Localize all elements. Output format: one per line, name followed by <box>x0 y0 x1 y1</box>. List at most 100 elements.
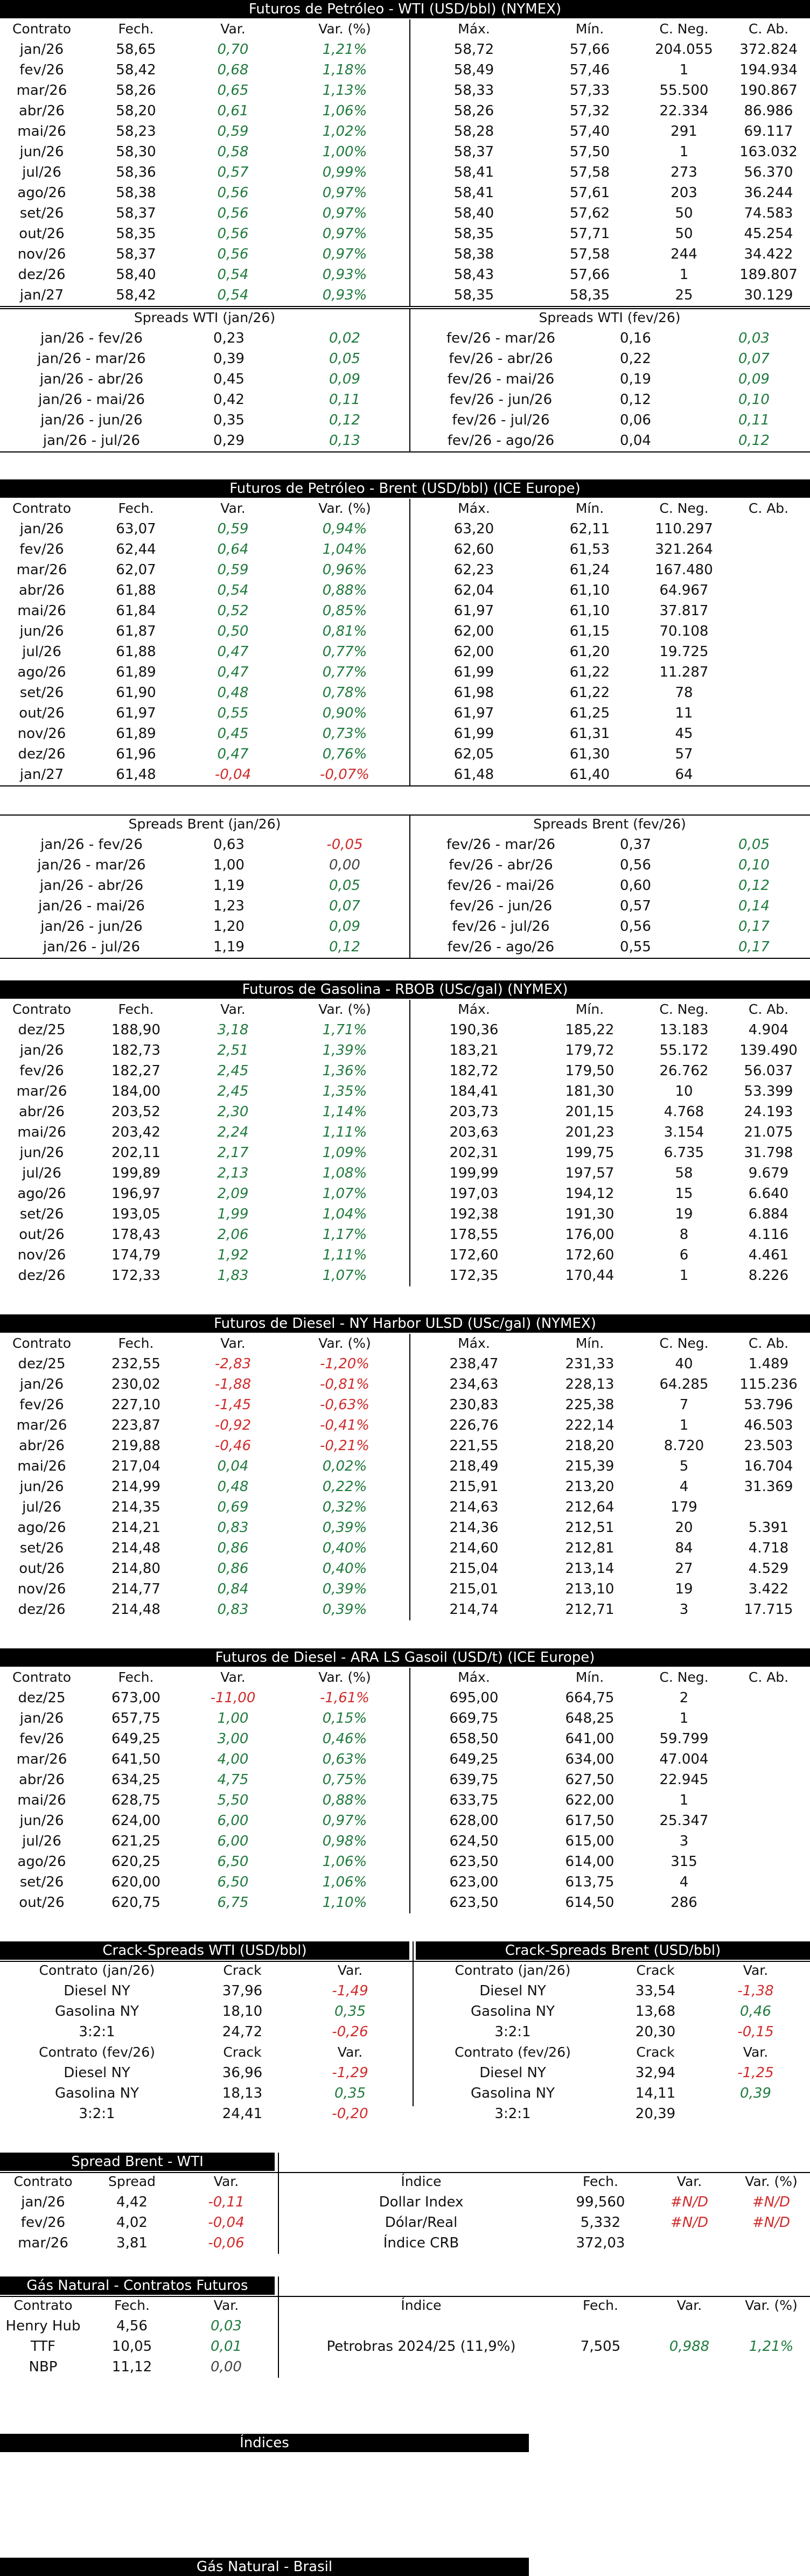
column-header: C. Neg. <box>659 1001 709 1017</box>
table-cell: 1 <box>679 1710 689 1726</box>
table-cell: 58,26 <box>116 82 156 99</box>
table-cell: 614,50 <box>565 1895 615 1911</box>
column-header: Máx. <box>458 500 490 516</box>
table-cell: 46.503 <box>744 1417 793 1433</box>
table-cell: 37.817 <box>659 603 709 619</box>
table-cell: 1,36% <box>322 1063 367 1079</box>
table-cell: 6.884 <box>748 1206 789 1222</box>
spread-label: fev/26 - mar/26 <box>446 837 556 853</box>
crack-label: Gasolina NY <box>471 2085 555 2101</box>
table-cell: 56.037 <box>744 1063 793 1079</box>
table-cell: 115.236 <box>739 1376 798 1393</box>
table-cell: 178,43 <box>111 1227 160 1243</box>
table-cell: 3,00 <box>217 1731 249 1747</box>
ulsd-title: Futuros de Diesel - NY Harbor ULSD (USc/… <box>0 1314 810 1333</box>
table-cell <box>727 540 810 559</box>
table-cell: 4 <box>679 1479 689 1495</box>
table-cell: 58,38 <box>453 246 494 262</box>
table-cell: set/26 <box>19 685 64 701</box>
table-cell: 176,00 <box>565 1227 615 1243</box>
table-cell: 0,97% <box>322 226 367 242</box>
table-cell: 0,32% <box>322 1499 367 1515</box>
column-header: Máx. <box>458 21 490 37</box>
contract-label: fev/26 <box>20 2215 66 2231</box>
spread-bw-title: Spread Brent - WTI <box>0 2153 275 2171</box>
table-cell: 58,72 <box>453 41 494 58</box>
spread-indices-row: jan/26 4,42 -0,11 Dollar Index 99,560 #N/D #N/… <box>0 2192 810 2212</box>
crack-wti-title: Crack-Spreads WTI (USD/bbl) <box>0 1941 409 1960</box>
spreads-left-title: Spreads WTI (jan/26) <box>134 310 276 325</box>
table-cell: 212,71 <box>565 1602 615 1618</box>
table-cell: 225,38 <box>565 1397 615 1413</box>
spread-change: 0,10 <box>738 857 770 873</box>
table-cell: 623,00 <box>449 1874 499 1890</box>
table-cell: 0,83 <box>217 1602 249 1618</box>
spread-row: jan/26 - jul/26 0,29 0,13 fev/26 - ago/26 0,… <box>0 431 810 450</box>
table-cell: fev/26 <box>19 62 64 78</box>
table-cell: 0,04 <box>217 1458 249 1474</box>
table-cell: jan/27 <box>19 767 64 783</box>
table-cell: 1,11% <box>322 1124 367 1140</box>
table-cell: 86.986 <box>744 103 793 119</box>
table-cell: 13.183 <box>659 1022 709 1038</box>
table-cell: 57,50 <box>569 144 610 160</box>
column-header: C. Ab. <box>748 1335 789 1351</box>
table-cell: 673,00 <box>111 1690 160 1706</box>
spread-change: 0,17 <box>738 939 770 955</box>
column-header: Var. (%) <box>318 1001 371 1017</box>
spread-value: 0,06 <box>620 412 651 428</box>
table-cell: 2,17 <box>217 1145 249 1161</box>
spread-label: jan/26 - mar/26 <box>37 351 146 367</box>
column-header: Crack <box>636 2044 675 2060</box>
gasoil-header-row: Contrato Fech. Var. Var. (%) Máx. Mín. C. Neg.… <box>0 1668 810 1687</box>
table-cell: 203 <box>671 185 697 201</box>
table-row: fev/26 227,10 -1,45 -0,63% 230,83 225,38 7 53.7… <box>0 1395 810 1415</box>
table-cell: 61,48 <box>453 767 494 783</box>
table-cell: 172,33 <box>111 1268 160 1284</box>
table-cell <box>727 704 810 723</box>
table-cell: 58,30 <box>116 144 156 160</box>
spread-label: jan/26 - jun/26 <box>40 412 143 428</box>
column-header: Crack <box>636 1962 675 1978</box>
table-cell: 1 <box>679 1417 689 1433</box>
table-row: mai/26 217,04 0,04 0,02% 218,49 215,39 5 16.704 <box>0 1457 810 1476</box>
table-cell <box>727 1872 810 1892</box>
spread-indices-row: fev/26 4,02 -0,04 Dólar/Real 5,332 #N/D #N/D <box>0 2213 810 2232</box>
table-cell: 179,50 <box>565 1063 615 1079</box>
table-cell: 57,58 <box>569 164 610 180</box>
spread-value: 0,12 <box>620 392 651 408</box>
table-cell: 0,56 <box>217 246 249 262</box>
crack-row: 3:2:1 20,39 <box>0 2104 810 2124</box>
table-cell: -0,46 <box>214 1438 252 1454</box>
table-cell: fev/26 <box>19 1397 64 1413</box>
table-row: dez/25 232,55 -2,83 -1,20% 238,47 231,33 40 1.4… <box>0 1354 810 1374</box>
table-cell: 197,57 <box>565 1165 615 1181</box>
table-cell: 1 <box>679 144 689 160</box>
table-cell: 212,51 <box>565 1520 615 1536</box>
table-cell: set/26 <box>19 1874 64 1890</box>
crack-change: -1,38 <box>737 1983 774 1999</box>
table-cell: jul/26 <box>22 1165 61 1181</box>
crack-change: 0,46 <box>740 2003 771 2020</box>
column-header: C. Neg. <box>659 500 709 516</box>
table-cell: 196,97 <box>111 1186 160 1202</box>
table-cell: 178,55 <box>449 1227 499 1243</box>
spread-change: 0,09 <box>329 371 360 387</box>
table-cell: 1,09% <box>322 1145 367 1161</box>
spreads-header-row: Spreads Brent (jan/26) Spreads Brent (fev… <box>0 814 810 834</box>
table-cell: 64.967 <box>659 582 709 598</box>
spread-change: -0,11 <box>208 2194 245 2210</box>
table-cell: 0,48 <box>217 685 249 701</box>
spread-label: jan/26 - jun/26 <box>40 918 143 935</box>
table-cell: jul/26 <box>22 1833 61 1849</box>
table-cell: 61,88 <box>116 582 156 598</box>
table-cell: 58,23 <box>116 123 156 140</box>
spread-row: jan/26 - abr/26 0,45 0,09 fev/26 - mai/26 0,… <box>0 370 810 389</box>
table-cell: 0,55 <box>217 705 249 721</box>
crack-value: 18,13 <box>222 2085 263 2101</box>
table-cell: 215,39 <box>565 1458 615 1474</box>
spreads-right-title: Spreads Brent (fev/26) <box>533 816 686 832</box>
column-header: Fech. <box>118 1001 154 1017</box>
table-cell: 0,84 <box>217 1581 249 1597</box>
table-cell: 657,75 <box>111 1710 160 1726</box>
